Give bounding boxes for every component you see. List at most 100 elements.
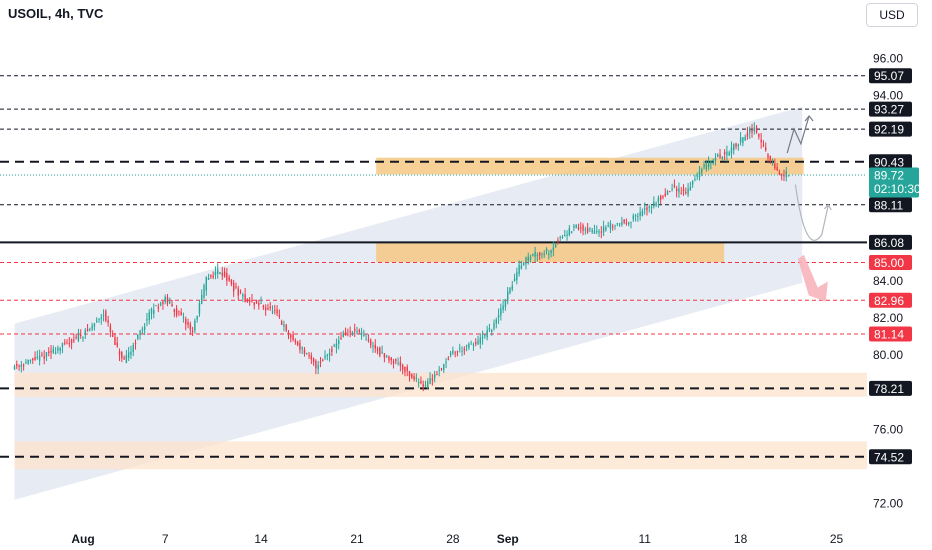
candle	[614, 224, 616, 230]
candle	[276, 305, 278, 317]
candle-body	[171, 304, 173, 307]
candle	[274, 304, 276, 315]
candle-body	[262, 305, 265, 308]
candle-body	[253, 302, 255, 305]
candle	[582, 223, 584, 236]
candle	[561, 234, 564, 239]
candle	[180, 308, 182, 316]
candle	[730, 141, 733, 159]
candle-body	[251, 300, 253, 302]
candle-body	[650, 206, 653, 208]
price-axis[interactable]: 96.00 94.00 84.00 82.00 80.00 76.00 72.00 95.07…	[869, 52, 921, 511]
candle	[463, 346, 466, 355]
candle	[424, 380, 427, 388]
candle-body	[691, 181, 694, 185]
candle-body	[203, 285, 205, 298]
candle-body	[673, 185, 676, 187]
level-tag-4: 88.11	[874, 198, 903, 212]
candle-body	[365, 339, 367, 341]
candle-body	[187, 321, 189, 325]
candle	[634, 213, 637, 222]
candle	[198, 300, 201, 317]
candle	[89, 327, 91, 332]
candle	[662, 194, 664, 200]
candle-body	[472, 344, 475, 346]
candle-body	[598, 231, 600, 233]
candle-body	[132, 344, 134, 352]
price-zones	[14, 157, 867, 470]
projection-drawings	[786, 115, 832, 302]
candle	[408, 370, 411, 382]
candle	[111, 330, 114, 338]
candle	[630, 221, 632, 229]
candle-body	[744, 136, 746, 141]
candle	[456, 350, 459, 357]
candle	[328, 348, 331, 362]
candle-body	[312, 358, 315, 362]
candle	[522, 262, 525, 266]
candle	[201, 289, 203, 305]
candle	[148, 309, 150, 325]
candle	[369, 338, 372, 349]
candle-body	[347, 333, 349, 335]
candle	[552, 241, 555, 257]
time-axis[interactable]: Aug 7 14 21 28 Sep 11 18 25	[71, 532, 843, 546]
candle-body	[260, 302, 262, 304]
candle	[258, 299, 260, 310]
candle	[169, 297, 171, 305]
candle	[541, 252, 543, 259]
candle	[116, 336, 118, 348]
candle-body	[495, 319, 497, 324]
candle	[317, 360, 319, 375]
candle	[45, 352, 48, 362]
candle	[785, 166, 787, 182]
candle	[625, 218, 628, 226]
candle	[182, 312, 185, 323]
candle-body	[116, 342, 118, 347]
candle	[417, 378, 420, 388]
candle-body	[659, 196, 662, 200]
symbol-title[interactable]: USOIL, 4h, TVC	[8, 6, 104, 21]
candle-body	[584, 229, 587, 231]
candle	[150, 307, 153, 320]
time-tick-label: Aug	[71, 532, 94, 546]
candle	[653, 196, 655, 209]
candle	[84, 328, 86, 340]
candle-body	[575, 224, 577, 229]
candle-body	[559, 237, 561, 239]
candle-body	[420, 380, 422, 384]
candle-body	[308, 354, 310, 356]
candle	[242, 292, 244, 302]
candle-body	[427, 381, 429, 388]
candle	[701, 167, 703, 177]
candle-body	[413, 376, 415, 380]
candle	[237, 285, 239, 301]
candle	[675, 185, 678, 198]
candle	[66, 339, 68, 345]
candle-body	[527, 256, 529, 261]
candle	[511, 280, 513, 292]
candle-body	[64, 342, 66, 344]
candle-body	[351, 331, 354, 335]
candle	[783, 169, 785, 182]
currency-button[interactable]: USD	[866, 3, 918, 27]
candle-body	[27, 359, 29, 364]
candle	[685, 187, 687, 195]
candle-body	[739, 137, 742, 143]
candle-body	[516, 272, 518, 281]
candle-body	[609, 223, 612, 229]
candle-body	[86, 328, 89, 331]
candle	[388, 355, 390, 364]
candle-body	[564, 235, 566, 237]
candle-body	[618, 223, 621, 225]
candle	[452, 346, 454, 356]
candle	[459, 343, 461, 353]
candle	[207, 273, 210, 280]
candle-body	[408, 370, 411, 377]
candle	[191, 326, 194, 337]
candle-body	[105, 311, 107, 321]
candle-body	[463, 348, 466, 351]
zone-1	[376, 242, 725, 263]
candle	[159, 301, 162, 307]
